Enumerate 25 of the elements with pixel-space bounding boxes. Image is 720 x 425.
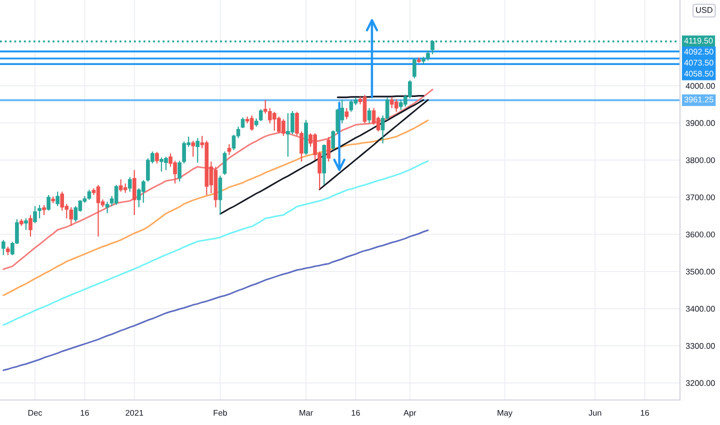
y-tick-label: 4000.00 [686,83,715,89]
y-tick-label: 3700.00 [686,194,715,200]
text: USD [696,7,712,13]
x-tick-label: 2021 [126,410,144,416]
legend-label: 4058.50 [684,70,714,77]
ref-line-label: 4092.50 [684,48,714,55]
x-tick-label: 16 [80,410,89,416]
y-tick-label: 3400.00 [686,306,715,312]
x-tick-label: Jun [588,410,602,416]
x-tick-label: May [498,410,512,418]
y-tick-label: 3200.00 [686,380,715,386]
y-tick-label: 3800.00 [686,157,715,164]
x-tick-label: Apr [404,410,416,418]
y-tick-label: 3300.00 [686,343,715,349]
x-tick-label: Mar [300,410,313,416]
y-tick-label: 3500.00 [686,268,715,275]
y-tick-label: 3600.00 [686,232,715,238]
ref-line-label: 3961.25 [684,96,714,102]
y-tick-label: 3900.00 [686,120,715,126]
x-tick-label: Dec [28,410,42,416]
ref-line-label: 4073.50 [684,60,714,66]
x-tick-label: 16 [352,410,360,416]
ref-line-label: 4119.50 [684,38,713,44]
x-tick-label: 16 [640,410,649,416]
x-tick-label: Feb [214,410,227,416]
